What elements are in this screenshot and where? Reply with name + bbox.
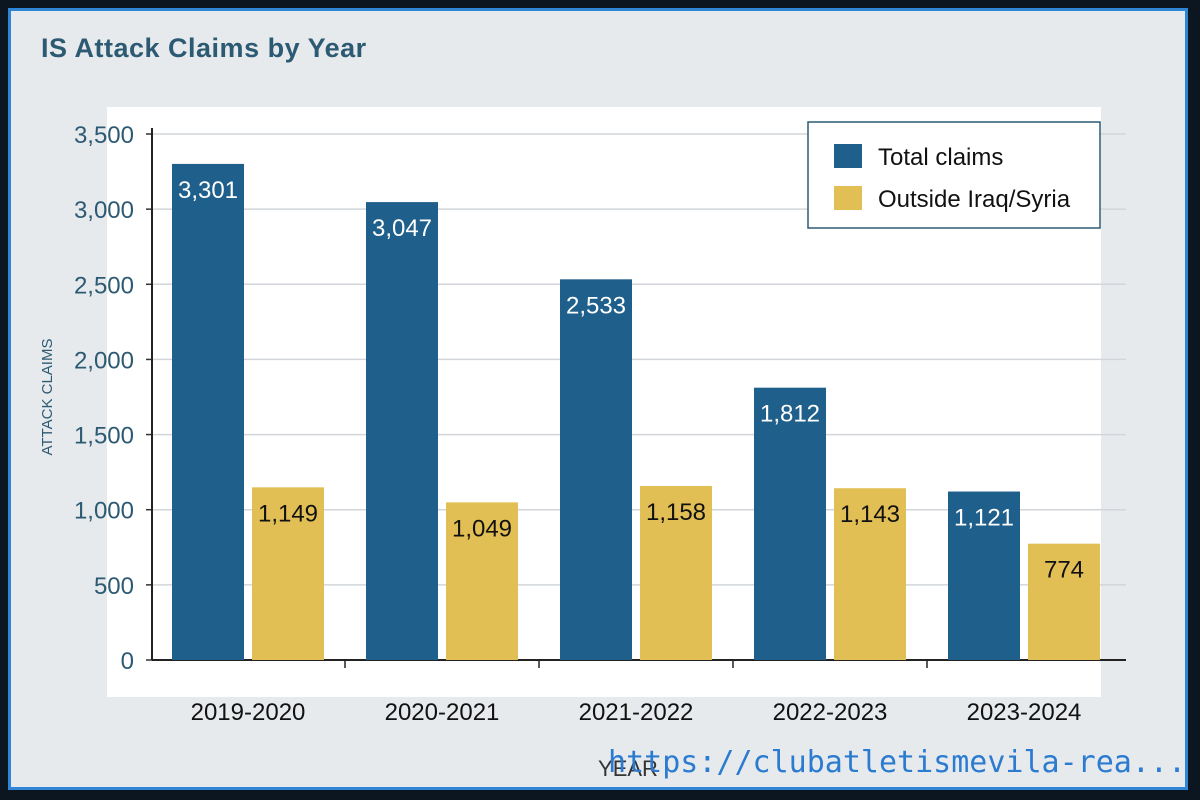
bar <box>252 487 324 660</box>
bar <box>640 485 712 660</box>
bar <box>366 202 438 661</box>
data-label: 1,121 <box>954 505 1014 532</box>
x-axis-label: YEAR <box>598 756 658 781</box>
data-label: 1,812 <box>760 401 820 428</box>
data-label: 3,047 <box>372 215 432 242</box>
bar <box>754 387 826 660</box>
legend-label: Total claims <box>878 144 1003 171</box>
y-tick-label: 3,000 <box>74 197 134 224</box>
y-tick-label: 500 <box>94 573 134 600</box>
bar <box>560 279 632 660</box>
y-tick-label: 3,500 <box>74 122 134 149</box>
y-axis-label: ATTACK CLAIMS <box>39 339 56 456</box>
bar <box>1028 543 1100 660</box>
x-tick-label: 2020-2021 <box>385 699 500 726</box>
y-tick-label: 2,000 <box>74 347 134 374</box>
watermark-url: https://clubatletismevila-rea... <box>608 745 1186 780</box>
legend-box <box>807 121 1101 229</box>
y-tick-label: 0 <box>121 648 134 675</box>
chart-title: IS Attack Claims by Year <box>41 33 367 63</box>
bar <box>446 502 518 660</box>
data-label: 1,049 <box>452 515 512 542</box>
data-label: 1,143 <box>840 501 900 528</box>
y-tick-label: 1,500 <box>74 423 134 450</box>
bar <box>948 491 1020 660</box>
x-tick-label: 2021-2022 <box>579 699 694 726</box>
x-tick-label: 2019-2020 <box>191 699 306 726</box>
bar <box>172 163 244 660</box>
y-tick-label: 2,500 <box>74 272 134 299</box>
legend-swatch <box>834 144 862 168</box>
y-tick-label: 1,000 <box>74 498 134 525</box>
legend-swatch <box>834 186 862 210</box>
data-label: 1,149 <box>258 500 318 527</box>
x-tick-label: 2023-2024 <box>967 699 1082 726</box>
legend-label: Outside Iraq/Syria <box>878 186 1071 213</box>
data-label: 774 <box>1044 557 1084 584</box>
bar <box>834 488 906 660</box>
x-tick-label: 2022-2023 <box>773 699 888 726</box>
data-label: 1,158 <box>646 499 706 526</box>
data-label: 2,533 <box>566 292 626 319</box>
data-label: 3,301 <box>178 177 238 204</box>
